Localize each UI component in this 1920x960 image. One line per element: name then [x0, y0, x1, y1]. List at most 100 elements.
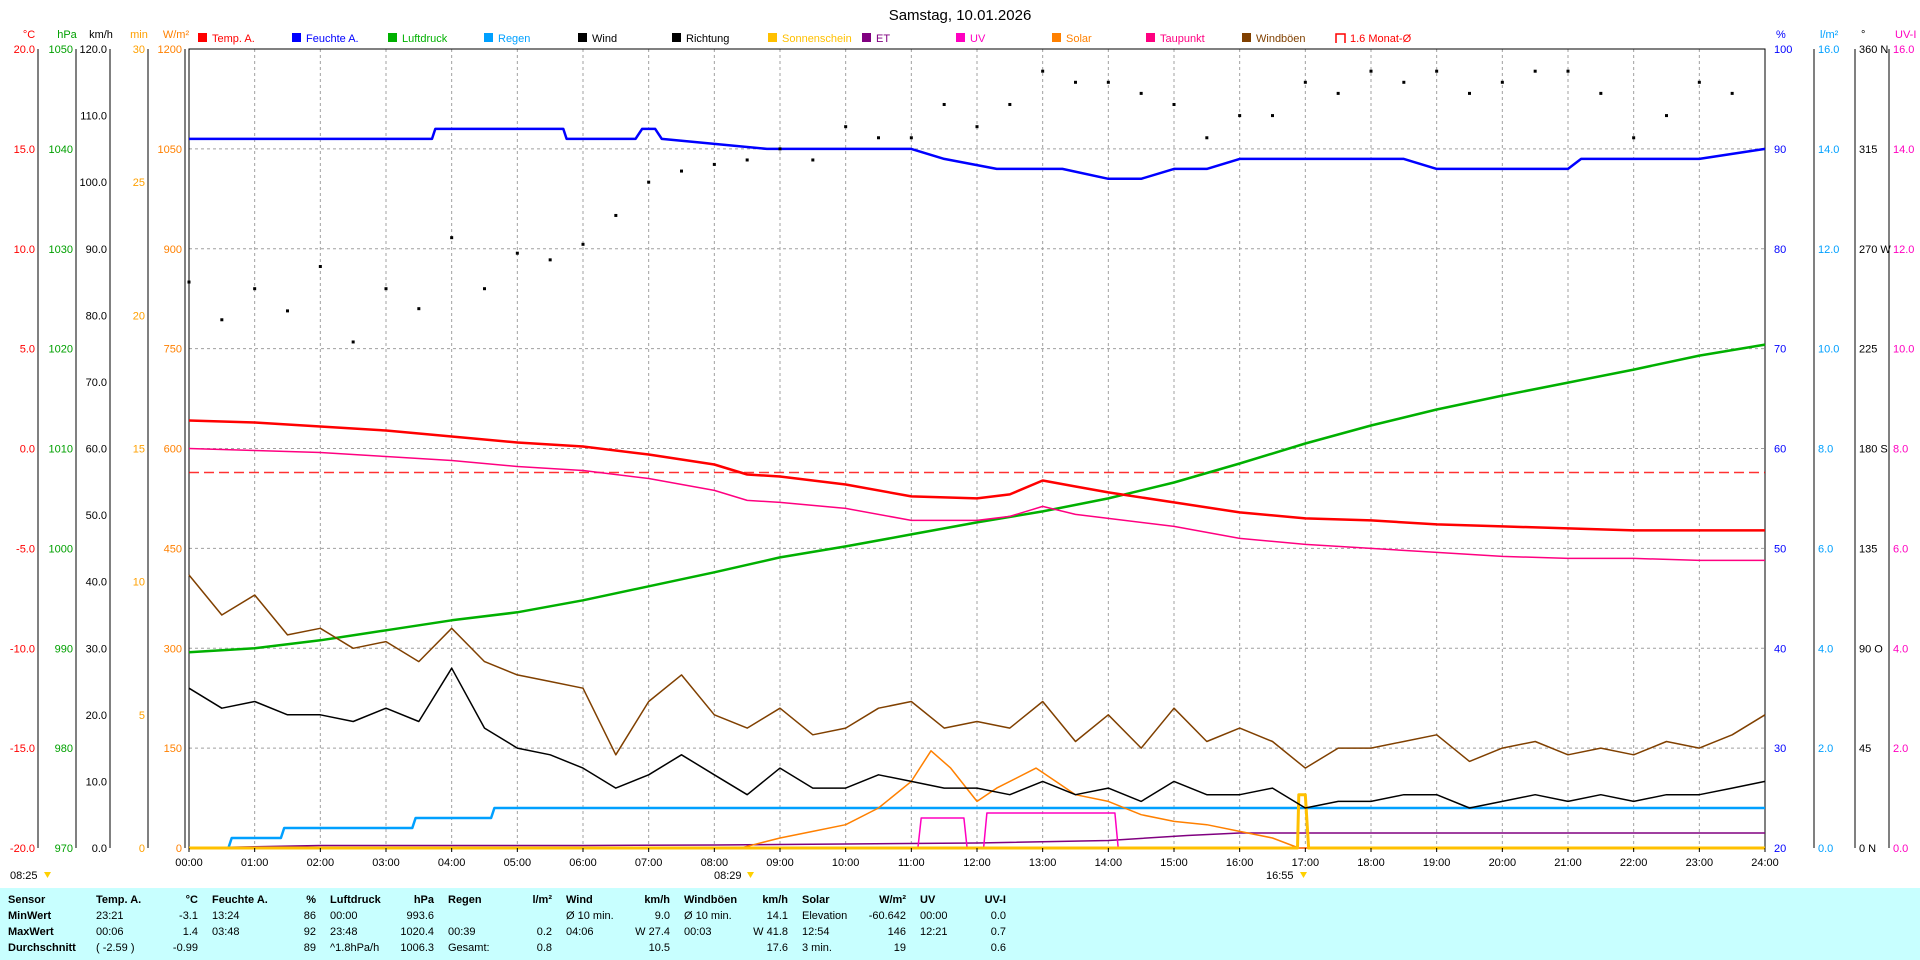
axis-tick-label: 120.0	[79, 44, 107, 56]
x-tick-label: 03:00	[372, 857, 400, 869]
axis-tick-label: 8.0	[1893, 444, 1908, 456]
direction-point	[1238, 114, 1242, 118]
x-tick-label: 16:00	[1226, 857, 1254, 869]
direction-point	[909, 136, 913, 140]
axis-tick-label: 50	[1774, 543, 1786, 555]
axis-unit-label: km/h	[89, 29, 113, 41]
direction-point	[942, 102, 946, 106]
stats-cell-value: -3.1	[179, 910, 198, 922]
axis-tick-label: 20	[133, 310, 145, 322]
direction-point	[1435, 69, 1439, 73]
x-tick-label: 21:00	[1554, 857, 1582, 869]
stats-cell-time: 00:00	[920, 910, 948, 922]
axis-tick-label: -20.0	[10, 843, 35, 855]
axis-tick-label: 0.0	[20, 444, 35, 456]
stats-cell-value: 0.2	[536, 926, 552, 938]
x-tick-label: 01:00	[241, 857, 269, 869]
axis-tick-label: 10.0	[1818, 344, 1839, 356]
stats-row-label: MaxWert	[8, 926, 54, 938]
axis-tick-label: 15	[133, 444, 145, 456]
stats-column-unit: km/h	[762, 894, 788, 906]
axis-tick-label: 5	[139, 710, 145, 722]
stats-cell-time: 23:21	[96, 910, 124, 922]
axis-tick-label: 70.0	[86, 377, 107, 389]
axis-tick-label: 10.0	[14, 244, 35, 256]
axis-tick-label: 15.0	[14, 144, 35, 156]
stats-cell-value: 993.6	[406, 910, 434, 922]
stats-column-unit: °C	[185, 894, 198, 906]
axis-tick-label: 970	[55, 843, 73, 855]
chart-title: Samstag, 10.01.2026	[889, 7, 1032, 24]
axis-tick-label: 70	[1774, 344, 1786, 356]
stats-cell-time: 13:24	[212, 910, 240, 922]
axis-tick-label: 20.0	[86, 710, 107, 722]
legend-swatch	[768, 33, 777, 42]
series-line-solar	[189, 750, 1765, 849]
x-tick-label: 07:00	[635, 857, 663, 869]
axis-tick-label: 0.0	[1893, 843, 1908, 855]
stats-cell-value: 0.6	[990, 942, 1006, 954]
left-axes: °C 20.0 15.0 10.0 5.0 0.0 -5.0 -10.0 -15.0 -20.0 h…	[10, 29, 190, 855]
stats-row-label: Durchschnitt	[8, 942, 76, 954]
axis-tick-label: 0.0	[1818, 843, 1833, 855]
axis-unit-label: UV-I	[1895, 29, 1916, 41]
x-marker-label: 16:55	[1266, 870, 1294, 882]
direction-point	[220, 318, 224, 322]
direction-point	[1336, 91, 1340, 95]
axis-tick-label: 110.0	[80, 111, 107, 123]
axis-tick-label: 0	[139, 843, 145, 855]
direction-point	[680, 169, 683, 173]
axis-tick-label: 900	[164, 244, 182, 256]
axis-tick-label: 300	[164, 643, 182, 655]
axis-tick-label: 1050	[49, 44, 73, 56]
direction-point	[712, 162, 716, 166]
axis-tick-label: 30	[1774, 743, 1786, 755]
direction-point	[1730, 91, 1734, 95]
axis-tick-label: 8.0	[1818, 444, 1833, 456]
axis-tick-label: 90 O	[1859, 643, 1883, 655]
x-marker-icon	[44, 872, 51, 878]
axis-unit-label: °	[1861, 29, 1865, 41]
stats-cell-value: 92	[303, 926, 316, 938]
stats-cell-time: 04:06	[566, 926, 594, 938]
direction-point	[1074, 80, 1077, 84]
statistics-panel: Sensor Temp. A. °C Feuchte A.% Luftdruck hPa R…	[0, 888, 1920, 960]
axis-tick-label: 50.0	[86, 510, 107, 522]
legend-swatch	[292, 33, 301, 42]
x-tick-label: 06:00	[569, 857, 597, 869]
x-marker-icon	[747, 872, 754, 878]
axis-tick-label: 30.0	[86, 643, 107, 655]
chart-legend: Temp. A. Feuchte A. Luftdruck Regen Wind Rich…	[198, 33, 1412, 45]
direction-point	[1533, 69, 1537, 73]
stats-cell-time: 23:48	[330, 926, 358, 938]
direction-point	[1599, 91, 1603, 95]
axis-tick-label: 270 W	[1859, 244, 1891, 256]
direction-point	[1271, 114, 1274, 118]
axis-tick-label: 25	[133, 177, 145, 189]
axis-tick-label: 180 S	[1859, 444, 1888, 456]
direction-point	[318, 265, 322, 269]
axis-unit-label: °C	[23, 29, 35, 41]
stats-cell-value: 19	[893, 942, 906, 954]
axis-tick-label: 750	[164, 344, 182, 356]
direction-point	[253, 287, 257, 291]
axis-tick-label: 60.0	[86, 444, 107, 456]
right-axes: % 100 90 80 70 60 50 40 30 20 l/m² 16.0 14.0 12.0 10.0…	[1774, 29, 1916, 855]
direction-point	[1566, 69, 1570, 73]
x-axis: 00:00 01:00 02:00 03:00 04:00 05:00 06:00 07:00…	[10, 848, 1779, 882]
direction-point	[286, 309, 289, 313]
axis-tick-label: 990	[55, 643, 73, 655]
legend-label: UV	[970, 33, 986, 45]
axis-tick-label: 12.0	[1818, 244, 1839, 256]
x-marker-icon	[1300, 872, 1307, 878]
axis-tick-label: 0 N	[1859, 843, 1876, 855]
stats-column-header: Feuchte A.	[212, 894, 268, 906]
stats-cell-time: Elevation	[802, 910, 848, 922]
x-tick-label: 13:00	[1029, 857, 1057, 869]
axis-tick-label: 30	[133, 44, 145, 56]
legend-label: Richtung	[686, 33, 729, 45]
stats-cell-value: 146	[887, 926, 906, 938]
series-line-regen	[189, 806, 1765, 850]
axis-tick-label: 1000	[49, 543, 73, 555]
stats-cell-value: W 27.4	[635, 926, 670, 938]
